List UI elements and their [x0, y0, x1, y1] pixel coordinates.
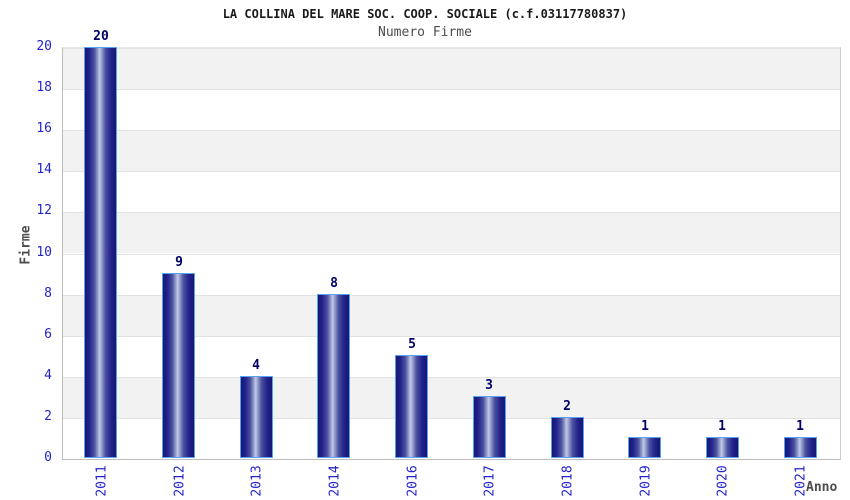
- y-tick-label: 0: [44, 450, 52, 465]
- x-tick-label: 2013: [249, 465, 265, 497]
- gridline: [63, 254, 840, 255]
- gridline: [63, 336, 840, 337]
- background-band: [63, 212, 840, 254]
- bar: [473, 396, 506, 458]
- y-tick-label: 12: [36, 203, 52, 218]
- chart-subtitle: Numero Firme: [378, 25, 472, 40]
- y-tick-label: 6: [44, 327, 52, 342]
- gridline: [63, 377, 840, 378]
- y-axis-title: Firme: [18, 225, 34, 265]
- y-tick-label: 4: [44, 368, 52, 383]
- y-tick-label: 2: [44, 409, 52, 424]
- bar-value-label: 1: [718, 419, 726, 434]
- bar-value-label: 2: [563, 399, 571, 414]
- x-tick-label: 2014: [327, 465, 343, 497]
- bar-value-label: 5: [408, 337, 416, 352]
- chart-title: LA COLLINA DEL MARE SOC. COOP. SOCIALE (…: [222, 7, 628, 21]
- bar-value-label: 4: [252, 358, 260, 373]
- gridline: [63, 48, 840, 49]
- x-tick-label: 2012: [172, 465, 188, 497]
- x-tick-label: 2011: [94, 465, 110, 497]
- bar: [162, 273, 195, 458]
- y-tick-label: 20: [36, 39, 52, 54]
- x-tick-label: 2018: [560, 465, 576, 497]
- x-tick-label: 2019: [638, 465, 654, 497]
- bar: [84, 47, 117, 458]
- x-tick-label: 2016: [405, 465, 421, 497]
- gridline: [63, 171, 840, 172]
- x-tick-label: 2020: [715, 465, 731, 497]
- bar: [395, 355, 428, 458]
- background-band: [63, 171, 840, 213]
- background-band: [63, 130, 840, 172]
- background-band: [63, 48, 840, 90]
- gridline: [63, 212, 840, 213]
- bar: [317, 294, 350, 458]
- y-tick-label: 16: [36, 121, 52, 136]
- gridline: [63, 418, 840, 419]
- bar: [784, 437, 817, 458]
- y-tick-label: 18: [36, 80, 52, 95]
- y-tick-label: 8: [44, 286, 52, 301]
- background-band: [63, 89, 840, 131]
- x-tick-label: 2017: [482, 465, 498, 497]
- bar-value-label: 1: [641, 419, 649, 434]
- bar: [706, 437, 739, 458]
- bar-value-label: 1: [796, 419, 804, 434]
- bar: [551, 417, 584, 458]
- x-axis-title: Anno: [806, 480, 838, 495]
- y-tick-label: 14: [36, 162, 52, 177]
- gridline: [63, 295, 840, 296]
- bar: [240, 376, 273, 458]
- bar-value-label: 3: [485, 378, 493, 393]
- bar-value-label: 8: [330, 276, 338, 291]
- bar: [628, 437, 661, 458]
- gridline: [63, 130, 840, 131]
- bar-value-label: 20: [93, 29, 109, 44]
- y-tick-label: 10: [36, 245, 52, 260]
- gridline: [63, 89, 840, 90]
- bar-value-label: 9: [175, 255, 183, 270]
